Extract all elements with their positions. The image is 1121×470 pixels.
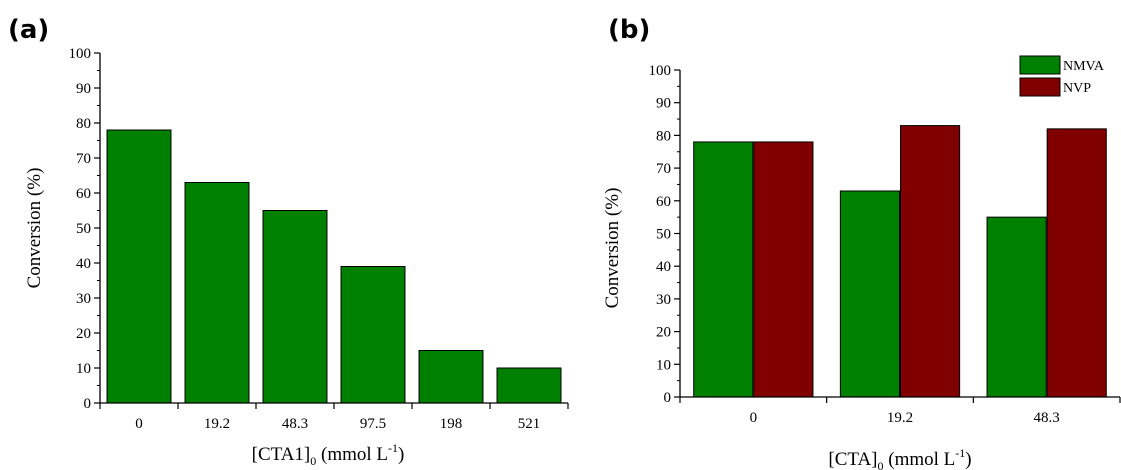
panel-a-bar-19_2	[184, 182, 250, 404]
panel-a-y-tick-label: 30	[76, 291, 91, 307]
panel-b-label: (b)	[608, 15, 650, 45]
panel-b-y-tick-label: 60	[656, 194, 671, 210]
panel-b-bar-nvp-0	[753, 141, 814, 398]
panel-a-y-tick-label: 40	[76, 256, 91, 272]
panel-a-x-tick-label: 48.3	[282, 416, 308, 432]
panel-a-x-tick-label: 19.2	[204, 416, 230, 432]
panel-b-y-tick-label: 40	[656, 259, 671, 275]
panel-b-x-tick-label: 0	[750, 410, 758, 426]
panel-b-y-tick-label: 90	[656, 96, 671, 112]
panel-a-x-tick-label: 97.5	[360, 416, 386, 432]
panel-a-y-tick-label: 80	[76, 116, 91, 132]
panel-a-bar-48_3	[262, 210, 328, 404]
panel-b-bar-nmva-0	[693, 141, 754, 398]
panel-b-bar-nmva-19_2	[839, 190, 900, 398]
panel-a-y-tick-label: 100	[69, 46, 92, 62]
panel-a-x-tick-label: 198	[440, 416, 463, 432]
panel-b-y-tick-label: 10	[656, 357, 671, 373]
panel-b-bars	[693, 125, 1107, 398]
panel-b-x-tick-label: 19.2	[887, 410, 913, 426]
panel-b-y-tick-label: 100	[649, 63, 672, 79]
panel-b-x-tick-label: 48.3	[1034, 410, 1060, 426]
panel-b-y-tick-label: 30	[656, 292, 671, 308]
panel-b-y-tick-label: 80	[656, 128, 671, 144]
panel-a-axes: 0 10 20 30 40 50 60 70 80 90 100 0 19.2 48.3 97.5 198 52…	[69, 46, 569, 432]
panel-b-y-tick-label: 20	[656, 325, 671, 341]
legend-label-nvp: NVP	[1063, 81, 1091, 96]
panel-a-bar-521	[496, 367, 562, 404]
panel-b-bar-nmva-48_3	[986, 216, 1047, 398]
panel-a-y-tick-label: 10	[76, 361, 91, 377]
panel-b-y-tick-label: 50	[656, 227, 671, 243]
panel-b-axes: 0 10 20 30 40 50 60 70 80 90 100 0 19.2 48.3	[649, 63, 1121, 426]
panel-b-bar-nvp-48_3	[1046, 128, 1107, 398]
chart-panel-b: (b) 0 10 20 30 40 50 60 70 80 90 100 0 19.2 48.3 Conv…	[602, 15, 1121, 470]
panel-a-y-tick-label: 50	[76, 221, 91, 237]
panel-a-y-tick-label: 20	[76, 326, 91, 342]
panel-a-x-tick-label: 521	[518, 416, 541, 432]
panel-a-bar-0	[106, 129, 172, 404]
chart-panel-a: (a) 0 10 20 30 40 50 60 70 80 90 100 0 19.2 48.3 97.5 1…	[8, 15, 569, 468]
panel-a-label: (a)	[8, 15, 49, 45]
panel-a-y-tick-label: 60	[76, 186, 91, 202]
panel-a-bars	[106, 129, 562, 404]
panel-a-bar-97_5	[340, 266, 406, 404]
legend-swatch-nvp	[1019, 77, 1061, 97]
panel-a-y-tick-label: 70	[76, 151, 91, 167]
legend: NMVA NVP	[1019, 55, 1105, 97]
panel-b-x-axis-title: [CTA]0 (mmol L-1)	[828, 446, 971, 470]
panel-b-y-tick-label: 0	[664, 390, 672, 406]
panel-a-x-tick-label: 0	[135, 416, 143, 432]
panel-b-bar-nvp-19_2	[900, 125, 961, 398]
panel-a-bar-198	[418, 350, 484, 404]
legend-label-nmva: NMVA	[1063, 59, 1105, 74]
legend-swatch-nmva	[1019, 55, 1061, 75]
panel-b-y-axis-title: Conversion (%)	[602, 188, 623, 309]
panel-a-y-tick-label: 90	[76, 81, 91, 97]
panel-a-y-axis-title: Conversion (%)	[24, 168, 45, 289]
panel-b-y-tick-label: 70	[656, 161, 671, 177]
panel-a-y-tick-label: 0	[84, 396, 92, 412]
panel-a-x-axis-title: [CTA1]0 (mmol L-1)	[252, 441, 405, 468]
